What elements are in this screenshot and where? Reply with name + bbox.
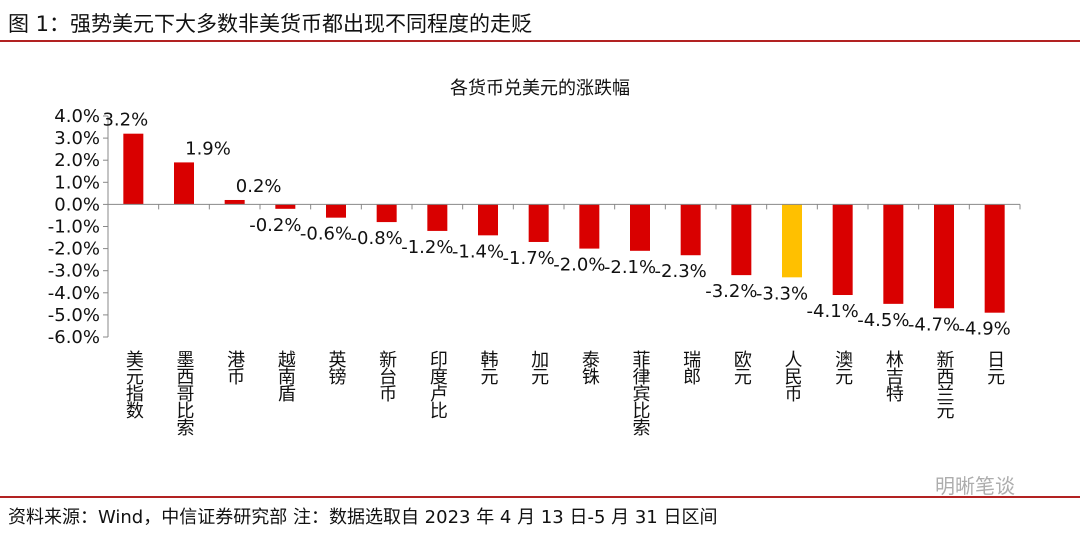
data-label: 3.2% — [102, 110, 148, 131]
bottom-rule — [0, 496, 1080, 498]
bar — [984, 204, 1005, 313]
bar — [883, 204, 904, 304]
y-tick-label: 0.0% — [54, 194, 100, 215]
bar — [326, 204, 346, 218]
data-label: -4.7% — [908, 314, 960, 335]
watermark: 明晰笔谈 — [935, 474, 1015, 498]
bar — [123, 133, 144, 205]
bar — [427, 204, 448, 231]
bar — [782, 204, 802, 278]
category-label: 新西兰元 — [934, 350, 955, 419]
data-label: -4.1% — [807, 301, 859, 322]
category-label: 印度卢比 — [427, 350, 448, 419]
bar — [478, 204, 498, 236]
y-tick-label: -4.0% — [48, 283, 100, 304]
y-tick-label: 4.0% — [54, 106, 100, 127]
category-label: 林吉特 — [883, 350, 904, 402]
bar — [224, 199, 245, 205]
data-label: 0.2% — [236, 176, 282, 197]
data-label: -1.7% — [503, 248, 555, 269]
data-label: -3.3% — [756, 283, 808, 304]
category-label: 菲律宾比索 — [630, 350, 651, 436]
data-label: -3.2% — [705, 281, 757, 302]
y-tick-label: -5.0% — [48, 305, 100, 326]
top-rule — [0, 40, 1080, 42]
data-label: -1.2% — [401, 237, 453, 258]
data-label: 1.9% — [185, 138, 231, 159]
category-label: 越南盾 — [275, 350, 296, 402]
category-label: 新台币 — [376, 350, 397, 402]
category-label: 韩元 — [478, 350, 499, 385]
y-tick-label: -6.0% — [48, 327, 100, 348]
source-note: 资料来源：Wind，中信证券研究部 注：数据选取自 2023 年 4 月 13 … — [8, 507, 718, 528]
bar — [174, 162, 194, 205]
category-label: 欧元 — [731, 350, 752, 385]
data-label: -2.3% — [655, 261, 707, 282]
bar — [934, 204, 954, 309]
bar — [528, 204, 549, 242]
category-label: 英镑 — [326, 350, 347, 386]
category-label: 泰铢 — [579, 350, 600, 385]
figure-title: 图 1：强势美元下大多数非美货币都出现不同程度的走贬 — [8, 12, 533, 36]
data-label: -2.0% — [553, 255, 605, 276]
data-label: -4.9% — [959, 319, 1011, 340]
data-label: -0.8% — [351, 228, 403, 249]
category-label: 瑞郎 — [680, 350, 701, 385]
bar — [275, 204, 296, 209]
category-label: 人民币 — [782, 350, 803, 402]
bar — [630, 204, 650, 251]
y-tick-label: -3.0% — [48, 261, 100, 282]
data-label: -1.4% — [452, 241, 504, 262]
bar — [832, 204, 853, 296]
y-tick-label: -2.0% — [48, 239, 100, 260]
bar — [680, 204, 701, 256]
chart-title: 各货币兑美元的涨跌幅 — [450, 78, 630, 99]
category-label: 加元 — [528, 350, 549, 385]
data-label: -2.1% — [604, 257, 656, 278]
y-tick-label: -1.0% — [48, 217, 100, 238]
y-tick-label: 3.0% — [54, 128, 100, 149]
data-label: -0.6% — [300, 224, 352, 245]
category-label: 澳元 — [832, 350, 853, 385]
data-label: -4.5% — [857, 310, 909, 331]
bar — [376, 204, 397, 223]
bar — [579, 204, 600, 249]
y-tick-label: 2.0% — [54, 150, 100, 171]
y-tick-label: 1.0% — [54, 172, 100, 193]
bar — [731, 204, 752, 276]
data-label: -0.2% — [249, 215, 301, 236]
category-label: 美元指数 — [123, 350, 144, 419]
category-label: 墨西哥比索 — [174, 350, 195, 436]
category-label: 港币 — [224, 350, 245, 385]
category-label: 日元 — [984, 350, 1005, 385]
